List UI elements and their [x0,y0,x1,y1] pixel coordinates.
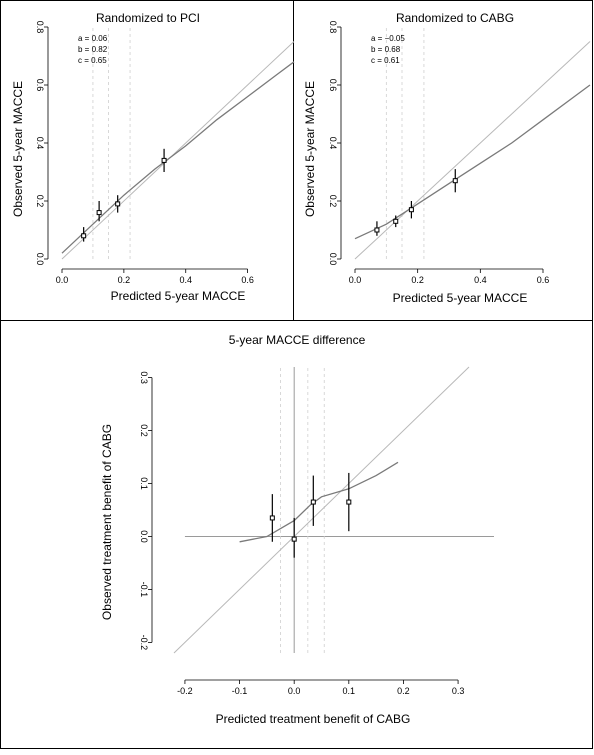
x-tick-label: 0.2 [118,275,131,285]
x-tick-label: 0.4 [474,275,487,285]
y-tick-label: -0.1 [139,582,149,598]
panel-diff: 5-year MACCE difference -0.2 -0.1 0.0 0.1 0.2… [100,333,494,726]
y-tick-label: 0.3 [139,371,149,384]
y-tick-label: -0.2 [139,635,149,651]
y-tick-label: 0.0 [328,253,338,266]
annotation-text: b = 0.68 [371,45,401,54]
x-tick-label: 0.0 [288,686,301,696]
data-point [408,207,414,213]
data-point [161,157,167,163]
y-tick-label: 0.6 [35,79,45,92]
calibration-curve [61,61,295,254]
data-point [393,218,399,224]
x-tick-label: 0.1 [343,686,356,696]
x-tick-label: 0.6 [537,275,550,285]
calibration-curve [354,84,591,240]
x-tick-label: 0.0 [56,275,69,285]
y-tick-label: 0.2 [328,195,338,208]
data-point [346,499,352,505]
y-tick-label: 0.6 [328,79,338,92]
data-point [269,515,275,521]
x-axis-label: Predicted 5-year MACCE [111,289,246,303]
x-tick-label: 0.2 [411,275,424,285]
data-point [310,499,316,505]
y-axis-label: Observed 5-year MACCE [11,81,25,217]
y-tick-label: 0.8 [328,21,338,34]
y-axis-label: Observed 5-year MACCE [303,81,317,217]
x-tick-label: -0.2 [177,686,193,696]
data-point [452,178,458,184]
annotation-text: b = 0.82 [78,45,108,54]
x-axis-label: Predicted treatment benefit of CABG [216,712,411,726]
y-tick-label: 0.1 [139,477,149,490]
y-tick-label: 0.0 [35,253,45,266]
x-tick-label: 0.6 [241,275,254,285]
data-point [81,233,87,239]
y-tick-label: 0.2 [139,424,149,437]
calibration-curve [239,461,399,543]
chart-title: 5-year MACCE difference [229,333,366,347]
annotation-text: c = 0.65 [78,56,107,65]
x-tick-label: 0.4 [179,275,192,285]
y-axis-label: Observed treatment benefit of CABG [100,424,114,620]
annotation-text: a = −0.05 [371,34,405,43]
panel-pci: Randomized to PCI 0.0 0.2 0.4 0.6 0.0 0.2 0.4 0.… [11,11,295,303]
panel-frame-pci [0,0,294,321]
data-point [291,536,297,542]
y-tick-label: 0.2 [35,195,45,208]
data-point [96,210,102,216]
annotation-text: a = 0.06 [78,34,108,43]
x-tick-label: -0.1 [232,686,248,696]
y-tick-label: 0.0 [139,530,149,543]
data-point [374,227,380,233]
panel-frame-difference [0,320,593,749]
x-tick-label: 0.2 [397,686,410,696]
x-tick-label: 0.3 [452,686,465,696]
panel-frame-cabg [293,0,593,321]
reference-diagonal [173,366,470,654]
y-tick-label: 0.4 [35,137,45,150]
panel-cabg: Randomized to CABG 0.0 0.2 0.4 0.6 0.0 0.2 0.4 0… [303,11,591,305]
y-tick-label: 0.4 [328,137,338,150]
x-axis-label: Predicted 5-year MACCE [393,291,528,305]
chart-title: Randomized to PCI [96,11,200,25]
data-point [115,201,121,207]
chart-title: Randomized to CABG [396,11,514,25]
x-tick-label: 0.0 [349,275,362,285]
reference-diagonal [61,41,295,260]
y-tick-label: 0.8 [35,21,45,34]
reference-diagonal [354,41,591,260]
annotation-text: c = 0.61 [371,56,400,65]
